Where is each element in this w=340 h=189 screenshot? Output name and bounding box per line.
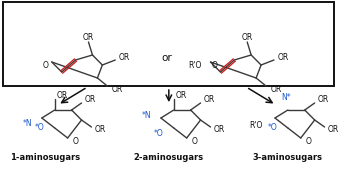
Text: *O: *O: [35, 122, 45, 132]
FancyBboxPatch shape: [3, 2, 335, 86]
Text: R'O: R'O: [188, 60, 201, 70]
Text: or: or: [162, 53, 172, 63]
Text: O: O: [306, 136, 311, 146]
Text: *N: *N: [22, 119, 32, 128]
Text: OR: OR: [214, 125, 225, 135]
Text: N*: N*: [281, 92, 291, 101]
Text: OR: OR: [119, 53, 130, 63]
Text: OR: OR: [242, 33, 253, 42]
Text: OR: OR: [83, 33, 94, 42]
Text: R'O: R'O: [250, 122, 263, 130]
Text: 2-aminosugars: 2-aminosugars: [134, 153, 204, 163]
Text: O: O: [211, 60, 217, 70]
Text: OR: OR: [176, 91, 187, 101]
Text: OR: OR: [95, 125, 106, 135]
Text: O: O: [73, 136, 79, 146]
Text: OR: OR: [328, 125, 339, 135]
Text: *O: *O: [154, 129, 164, 138]
Text: OR: OR: [204, 95, 215, 105]
Text: OR: OR: [57, 91, 68, 101]
Text: *O: *O: [268, 122, 278, 132]
Text: OR: OR: [112, 84, 123, 94]
Text: OR: OR: [277, 53, 289, 63]
Text: *N: *N: [141, 112, 151, 121]
Text: 3-aminosugars: 3-aminosugars: [253, 153, 323, 163]
Text: 1-aminosugars: 1-aminosugars: [10, 153, 80, 163]
Text: O: O: [192, 136, 198, 146]
Text: OR: OR: [85, 95, 96, 105]
Text: OR: OR: [270, 84, 282, 94]
Text: O: O: [43, 60, 49, 70]
Text: OR: OR: [318, 95, 329, 105]
